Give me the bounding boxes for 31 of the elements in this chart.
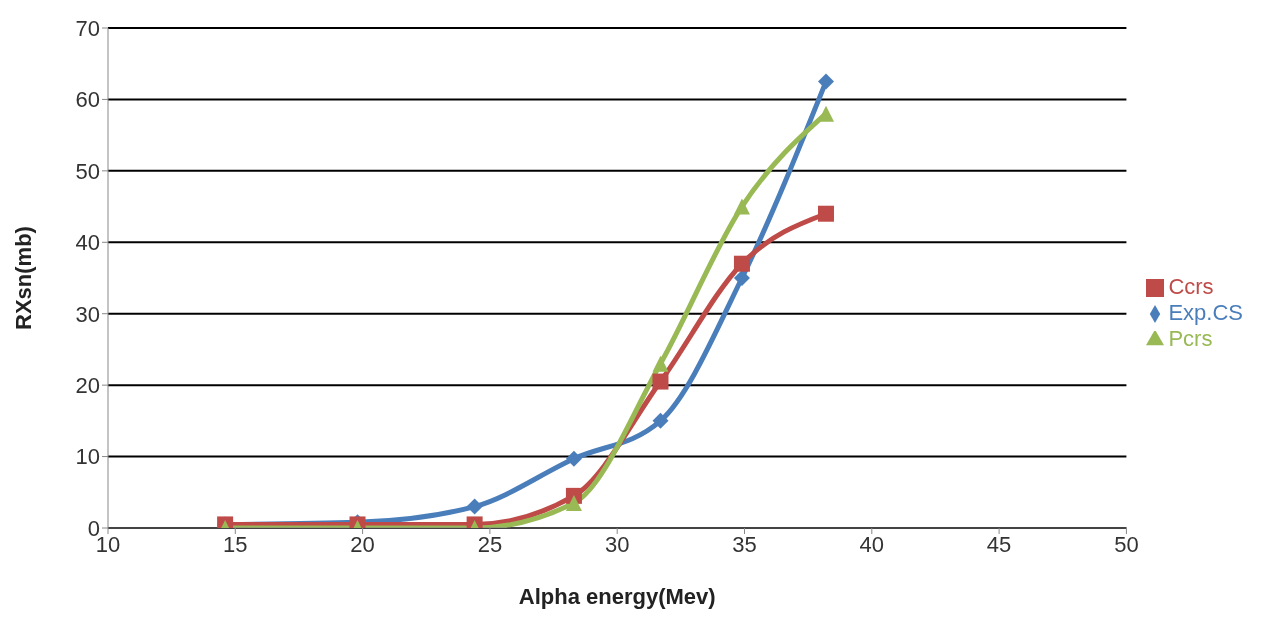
y-axis-title: RXsn(mb) <box>10 226 36 330</box>
x-tick-label: 40 <box>859 531 885 557</box>
x-axis-title: Alpha energy(Mev) <box>518 583 716 609</box>
point <box>652 373 669 390</box>
point <box>733 270 750 286</box>
point <box>565 450 582 467</box>
x-tick-label: 30 <box>604 531 630 557</box>
legend-label: Exp.CS <box>1168 300 1243 325</box>
y-tick-label: 50 <box>75 158 100 184</box>
legend-label: Ccrs <box>1168 274 1214 299</box>
legend-label: Pcrs <box>1168 326 1213 351</box>
point <box>733 255 750 272</box>
y-tick-label: 40 <box>75 230 100 256</box>
point <box>817 73 834 90</box>
y-tick-label: 60 <box>75 87 100 113</box>
y-tick-label: 20 <box>75 372 100 398</box>
y-tick-label: 10 <box>75 444 100 470</box>
x-tick-label: 20 <box>350 531 375 557</box>
x-tick-label: 45 <box>986 531 1012 557</box>
x-tick-label: 35 <box>732 531 757 557</box>
point <box>733 198 750 215</box>
point <box>817 205 834 222</box>
point <box>652 355 669 372</box>
x-tick-label: 25 <box>477 531 503 557</box>
x-tick-label: 15 <box>223 531 248 557</box>
point <box>652 412 669 429</box>
y-tick-label: 70 <box>75 15 100 41</box>
x-tick-label: 50 <box>1114 531 1139 557</box>
y-tick-label: 30 <box>75 301 100 327</box>
point <box>565 495 582 511</box>
point <box>466 498 483 515</box>
